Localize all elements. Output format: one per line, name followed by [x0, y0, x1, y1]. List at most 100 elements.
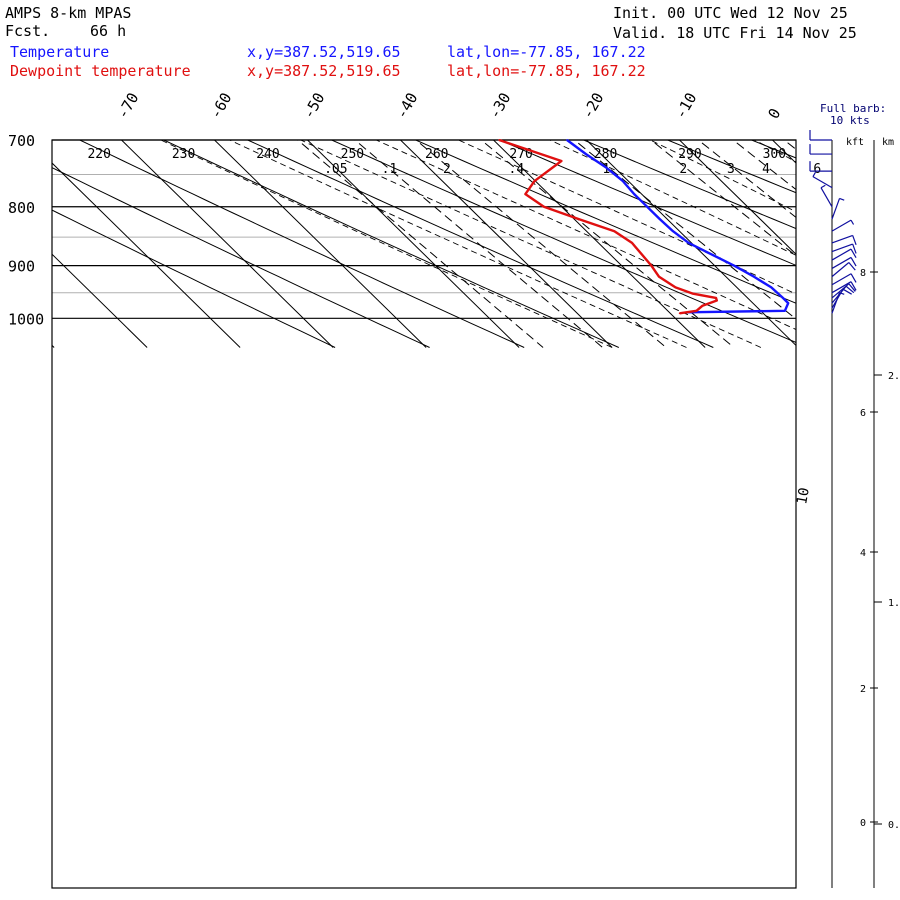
dewpoint-point — [650, 264, 653, 267]
kft-tick-label: 4 — [860, 548, 866, 559]
plot-area — [52, 126, 900, 348]
wind-barb-flag — [852, 243, 857, 254]
isotherm-line — [772, 140, 796, 164]
wind-barb-flag — [850, 219, 855, 225]
moist-adiabat-line — [831, 126, 900, 348]
isotherm-line — [400, 140, 613, 348]
dry-adiabat-line — [883, 126, 900, 348]
km-tick-label: 2. — [888, 371, 900, 382]
isotherm-line — [214, 140, 427, 348]
dewpoint-point — [701, 304, 704, 307]
dry-adiabat-line — [414, 140, 796, 304]
forecast-value: 66 h — [90, 22, 127, 40]
theta-label: 240 — [256, 147, 279, 162]
dewpoint-point — [678, 312, 681, 315]
init-time: Init. 00 UTC Wed 12 Nov 25 — [613, 4, 848, 22]
dry-adiabat-line — [582, 140, 796, 230]
wind-barb-flag — [845, 285, 855, 294]
temperature-point — [687, 242, 690, 244]
dewpoint-point — [641, 253, 643, 256]
theta-label: 270 — [509, 147, 532, 162]
wind-barb-flag — [850, 281, 857, 291]
wind-barb-flag — [839, 292, 845, 295]
temperature-point — [752, 275, 755, 278]
full-barb-title: Full barb: — [820, 102, 886, 115]
km-axis-label: km — [882, 137, 894, 148]
isotherm-line — [52, 162, 241, 348]
dewpoint-point — [692, 292, 694, 295]
wind-barb-flag — [812, 172, 816, 177]
moist-adiabat-line — [649, 140, 796, 213]
mixing-ratio-line — [803, 126, 900, 348]
temperature-tick-label: -20 — [578, 90, 607, 122]
isotherm-line — [52, 253, 148, 348]
temperature-tick-label: -50 — [299, 90, 328, 122]
wind-barb-flag — [852, 235, 857, 246]
temperature-point — [782, 297, 784, 299]
wind-barb-staff — [831, 256, 852, 269]
moist-adiabat-line — [375, 140, 796, 330]
temperature-tick-label: 0 — [764, 105, 784, 122]
mixing-ratio-line — [732, 140, 796, 191]
temperature-legend-location: x,y=387.52,519.65 — [247, 43, 401, 61]
wind-barb-staff — [831, 281, 852, 294]
wind-barb-staff — [831, 198, 841, 220]
dry-adiabat-line — [52, 167, 430, 348]
pressure-tick-label: 1000 — [8, 310, 44, 328]
temperature-point — [672, 230, 674, 232]
wind-speed-label: 10 — [794, 486, 813, 505]
dewpoint-point — [524, 193, 527, 195]
wind-barb-staff — [820, 187, 833, 208]
mixing-ratio-label: 1 — [602, 162, 610, 177]
temperature-point — [633, 193, 636, 195]
mixing-ratio-label: .1 — [382, 162, 398, 177]
kft-tick-label: 0 — [860, 818, 866, 829]
temperature-point — [784, 309, 786, 312]
mixing-ratio-label: 3 — [727, 162, 735, 177]
temperature-point — [646, 205, 648, 208]
theta-label: 220 — [87, 147, 110, 162]
dewpoint-point — [498, 139, 500, 141]
km-tick-label: 1. — [888, 598, 900, 609]
temperature-legend-latlon: lat,lon=-77.85, 167.22 — [447, 43, 646, 61]
pressure-tick-label: 700 — [8, 132, 35, 150]
mixing-ratio-line — [296, 140, 544, 348]
theta-label: 300 — [763, 147, 786, 162]
mixing-ratio-line — [354, 140, 603, 348]
wind-barb-flag — [842, 288, 852, 295]
mixing-ratio-label: 2 — [679, 162, 687, 177]
mixing-ratio-label: 4 — [762, 162, 770, 177]
mixing-ratio-line — [650, 140, 796, 257]
wind-barb-flag — [850, 248, 857, 259]
mixing-ratio-label: 2 — [443, 162, 451, 177]
km-tick-label: 0. — [888, 820, 900, 831]
moist-adiabat-line — [457, 140, 796, 295]
mixing-ratio-line — [573, 140, 796, 320]
kft-tick-label: 6 — [860, 408, 866, 419]
wind-barb-staff — [812, 176, 833, 189]
temperature-legend-label: Temperature — [10, 43, 110, 61]
dewpoint-point — [613, 230, 616, 232]
dry-adiabat-line — [162, 140, 620, 348]
wind-barb-flag — [848, 262, 856, 271]
dry-adiabat-line — [666, 140, 796, 194]
temperature-point — [658, 218, 661, 220]
moist-adiabat-line — [228, 140, 687, 348]
dewpoint-line — [498, 138, 718, 315]
wind-barb-staff — [831, 273, 852, 286]
wind-barb-staff — [831, 219, 852, 232]
pressure-tick-label: 800 — [8, 199, 35, 217]
temperature-tick-label: -10 — [671, 90, 700, 122]
temperature-tick-label: -40 — [392, 90, 421, 122]
plot-border — [51, 139, 797, 889]
dewpoint-point — [674, 286, 677, 289]
moist-adiabat-line — [548, 140, 796, 256]
pressure-tick-label: 900 — [8, 258, 35, 276]
wind-barb-flag — [850, 273, 857, 283]
wind-barb-staff — [831, 292, 841, 314]
theta-label: 250 — [341, 147, 364, 162]
isotherm-line — [493, 140, 706, 348]
dry-adiabat-line — [498, 140, 796, 266]
temperature-point — [710, 253, 713, 256]
